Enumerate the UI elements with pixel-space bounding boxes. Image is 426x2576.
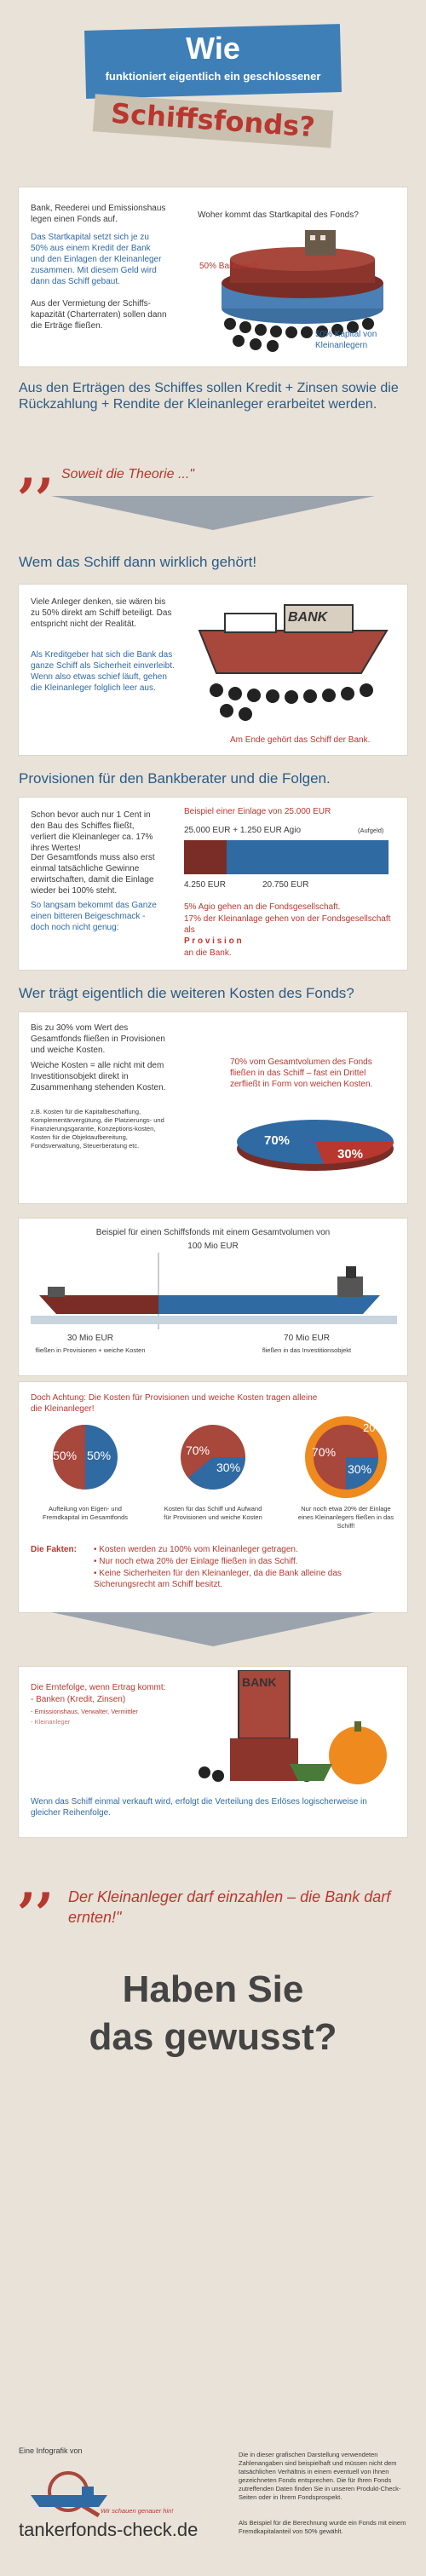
harvest-text: Wenn das Schiff einmal verkauft wird, er…: [31, 1797, 367, 1818]
example-warning: Doch Achtung: Die Kosten für Provisionen…: [31, 1393, 318, 1414]
startkapital-cake-graphic: [222, 230, 383, 352]
fact-2-text: Nur noch etwa 20% der Einlage fließen in…: [99, 1557, 298, 1566]
separator-arrow-1: [51, 496, 375, 530]
footer-slogan: Wir schauen genauer hin!: [101, 2507, 174, 2515]
fact-2: • Nur noch etwa 20% der Einlage fließen …: [94, 1557, 298, 1566]
knew-line2: das gewusst?: [89, 2016, 337, 2058]
quote-mark-1: ,,: [19, 439, 55, 498]
reality-p1: Viele Anleger denken, sie wären bis zu 5…: [31, 597, 172, 629]
provisions-n2b: P r o v i s i o n: [184, 936, 242, 946]
label-kapital-kleinanleger: 50% Kapital von Kleinanlegern: [315, 330, 377, 350]
example-left-desc: fließen in Provisionen + weiche Kosten: [35, 1346, 146, 1354]
costs-pie-graphic: [237, 1120, 394, 1171]
intro-p2: Das Startkapital setzt sich je zu 50% au…: [31, 233, 162, 286]
theory-text: Aus den Erträgen des Schiffes sollen Kre…: [19, 381, 399, 412]
costs-pct70: 70%: [264, 1133, 291, 1148]
footer-intro: Eine Infografik von: [19, 2446, 83, 2455]
separator-arrow-2: [51, 1612, 375, 1646]
tankerfonds-logo-ship: [31, 2471, 107, 2517]
example-ships-graphic: [31, 1253, 397, 1329]
example-left-val: 30 Mio EUR: [67, 1334, 113, 1343]
pie3-c: 20%: [363, 1421, 386, 1434]
provisions-agio: (Aufgeld): [358, 827, 384, 834]
provisions-v2: 20.750 EUR: [262, 880, 309, 890]
pie-3: [305, 1416, 387, 1498]
title-wie: Wie: [186, 31, 240, 66]
costs-note: 70% vom Gesamtvolumen des Fonds fließen …: [230, 1057, 373, 1089]
pie2-a: 70%: [186, 1444, 210, 1457]
harvest-item3: - Kleinanleger: [31, 1718, 71, 1726]
provisions-p2: Der Gesamtfonds muss also erst einmal ta…: [31, 853, 155, 896]
pie-2: [181, 1425, 245, 1490]
pie3-caption: Nur noch etwa 20% der Einlage eines Klei…: [297, 1505, 394, 1530]
footer-disclaimer: Die in dieser grafischen Darstellung ver…: [239, 2451, 401, 2501]
fact-3: • Keine Sicherheiten für den Kleinanlege…: [94, 1569, 342, 1589]
provisions-example: Beispiel einer Einlage von 25.000 EUR: [184, 807, 331, 816]
provisions-n3: an die Bank.: [184, 948, 232, 958]
provisions-bar-blue: [227, 840, 389, 874]
title-subline: funktioniert eigentlich ein geschlossene…: [105, 70, 321, 83]
provisions-heading: Provisionen für den Bankberater und die …: [19, 770, 331, 787]
provisions-n1: 5% Agio gehen an die Fondsgesellschaft.: [184, 902, 341, 912]
provisions-n2: 17% der Kleinanlage gehen von der Fondsg…: [184, 914, 391, 935]
provisions-card: [19, 798, 407, 970]
provisions-bar-red: [184, 840, 227, 874]
ship-bank-label: BANK: [288, 610, 328, 625]
reality-heading: Wem das Schiff dann wirklich gehört!: [19, 554, 257, 570]
pie1-a: 50%: [53, 1449, 78, 1462]
knew-line1: Haben Sie: [122, 1968, 304, 2010]
reality-p2: Als Kreditgeber hat sich die Bank das ga…: [31, 650, 175, 693]
provisions-p1: Schon bevor auch nur 1 Cent in den Bau d…: [31, 810, 153, 853]
pie1-b: 50%: [87, 1449, 112, 1462]
pie2-b: 30%: [216, 1461, 241, 1474]
footer-disclaimer2: Als Beispiel für die Berechnung wurde ei…: [239, 2519, 406, 2535]
pie3-a: 70%: [312, 1445, 337, 1459]
pie2-caption: Kosten für das Schiff und Aufwand für Pr…: [164, 1505, 262, 1521]
intro-p3: Aus der Vermietung der Schiffs-kapazität…: [31, 299, 167, 331]
costs-heading: Wer trägt eigentlich die weiteren Kosten…: [19, 985, 354, 1001]
intro-p1: Bank, Reederei und Emissionshaus legen e…: [31, 204, 166, 224]
costs-p1: Bis zu 30% vom Wert des Gesamtfonds flie…: [31, 1023, 165, 1055]
footer-site: tankerfonds-check.de: [19, 2519, 199, 2540]
costs-p3: z.B. Kosten für die Kapitalbeschaffung, …: [31, 1108, 164, 1150]
provisions-p3: So langsam bekommt das Ganze einen bitte…: [31, 901, 157, 932]
pie-1: [53, 1425, 118, 1490]
harvest-item1: - Banken (Kredit, Zinsen): [31, 1695, 126, 1704]
costs-card: [19, 1012, 407, 1203]
harvest-bank-label: BANK: [242, 1675, 277, 1689]
fact-1: • Kosten werden zu 100% vom Kleinanleger…: [94, 1545, 298, 1554]
theory-quote: Soweit die Theorie ...": [61, 467, 194, 481]
fact-3-text: Keine Sicherheiten für den Kleinanleger,…: [94, 1569, 342, 1589]
bank-ship-graphic: [198, 604, 389, 721]
harvest-graphic: [199, 1670, 387, 1784]
harvest-item2: - Emissionshaus, Verwalter, Vermittler: [31, 1708, 138, 1715]
intro-question: Woher kommt das Startkapital des Fonds?: [198, 210, 359, 220]
example-right-val: 70 Mio EUR: [284, 1334, 330, 1343]
example-right-desc: fließen in das Investitionsobjekt: [262, 1346, 352, 1354]
reality-caption: Am Ende gehört das Schiff der Bank.: [230, 735, 371, 745]
final-quote: Der Kleinanleger darf einzahlen – die Ba…: [68, 1888, 391, 1926]
example-total: 100 Mio EUR: [187, 1242, 239, 1251]
pie3-b: 30%: [348, 1462, 372, 1476]
label-bankkredit: 50% Bankkredit: [199, 262, 260, 271]
fact-1-text: Kosten werden zu 100% vom Kleinanleger g…: [99, 1545, 298, 1554]
costs-pct30: 30%: [337, 1147, 364, 1161]
pie1-caption: Aufteilung von Eigen- und Fremdkapital i…: [42, 1505, 129, 1521]
harvest-title: Die Erntefolge, wenn Ertrag kommt:: [31, 1683, 166, 1692]
provisions-v1: 4.250 EUR: [184, 880, 226, 890]
costs-p2: Weiche Kosten = alle nicht mit dem Inves…: [31, 1061, 166, 1092]
example-title: Beispiel für einen Schiffsfonds mit eine…: [95, 1228, 331, 1237]
provisions-formula: 25.000 EUR + 1.250 EUR Agio: [184, 826, 302, 835]
quote-mark-2: ,,: [19, 1853, 55, 1913]
facts-label: Die Fakten:: [31, 1545, 77, 1554]
